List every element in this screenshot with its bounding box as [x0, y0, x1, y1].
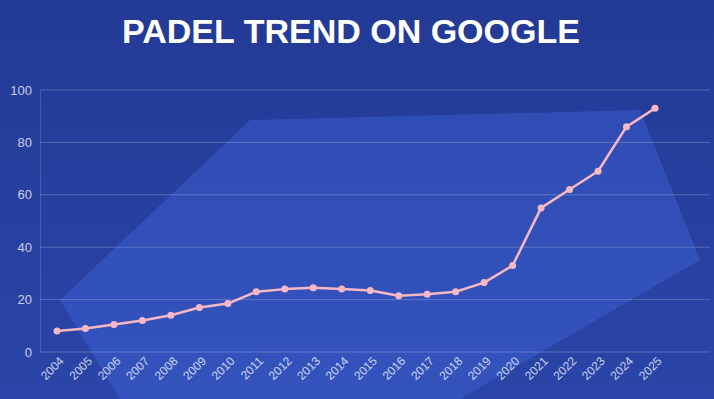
x-tick: 2009 — [180, 352, 209, 383]
marker — [54, 328, 61, 335]
marker — [196, 304, 203, 311]
x-tick-label: 2025 — [636, 354, 665, 383]
marker — [395, 292, 402, 299]
y-tick-label: 60 — [18, 187, 32, 202]
y-tick: 80 — [18, 135, 40, 150]
trend-line — [57, 108, 655, 331]
y-tick: 0 — [25, 345, 40, 360]
x-tick-label: 2021 — [522, 354, 551, 383]
x-tick-label: 2013 — [294, 354, 323, 383]
plot-area — [54, 105, 659, 335]
y-tick-label: 100 — [10, 83, 32, 98]
x-tick: 2008 — [152, 352, 181, 383]
x-tick: 2013 — [294, 352, 323, 383]
x-tick: 2017 — [408, 352, 437, 383]
marker — [538, 204, 545, 211]
x-tick-label: 2016 — [380, 354, 409, 383]
marker — [338, 286, 345, 293]
x-tick: 2015 — [351, 352, 380, 383]
x-tick: 2004 — [38, 352, 67, 383]
marker — [167, 312, 174, 319]
grid-line — [40, 352, 710, 353]
grid-line — [40, 194, 710, 195]
x-tick-label: 2019 — [465, 354, 494, 383]
x-axis: 2004200520062007200820092010201120122013… — [38, 352, 665, 383]
x-tick: 2005 — [66, 352, 95, 383]
y-axis: 0 20 40 60 80 100 — [10, 83, 40, 360]
marker — [424, 291, 431, 298]
marker — [367, 287, 374, 294]
x-tick-label: 2008 — [152, 354, 181, 383]
x-tick: 2018 — [437, 352, 466, 383]
x-tick: 2022 — [550, 352, 579, 383]
y-tick-label: 40 — [18, 240, 32, 255]
marker — [481, 279, 488, 286]
x-tick-label: 2012 — [266, 354, 295, 383]
x-tick: 2011 — [238, 352, 266, 382]
chart: 0 20 40 60 80 100 2004200520062007200820092010… — [0, 0, 714, 399]
y-axis-line — [40, 91, 41, 353]
grid — [40, 90, 710, 352]
x-tick: 2007 — [123, 352, 152, 383]
x-tick-label: 2005 — [66, 354, 95, 383]
x-tick-label: 2022 — [550, 354, 579, 383]
x-tick-label: 2017 — [408, 354, 437, 383]
marker — [509, 262, 516, 269]
x-tick-label: 2015 — [351, 354, 380, 383]
title: PADEL TREND ON GOOGLE — [122, 12, 580, 50]
marker — [566, 186, 573, 193]
court-shape — [60, 110, 700, 399]
y-tick-label: 20 — [18, 292, 32, 307]
marker — [281, 286, 288, 293]
marker — [652, 105, 659, 112]
y-tick-label: 0 — [25, 345, 32, 360]
marker — [253, 288, 260, 295]
x-tick-label: 2023 — [579, 354, 608, 383]
x-tick: 2025 — [636, 352, 665, 383]
y-tick: 100 — [10, 83, 40, 98]
x-tick-label: 2009 — [180, 354, 209, 383]
marker — [452, 288, 459, 295]
x-tick-label: 2020 — [494, 354, 523, 383]
x-tick: 2010 — [209, 352, 238, 383]
x-tick: 2024 — [607, 352, 636, 383]
y-tick-label: 80 — [18, 135, 32, 150]
x-axis-line — [58, 352, 656, 353]
grid-line — [40, 142, 710, 143]
x-tick: 2020 — [494, 352, 523, 383]
background — [0, 0, 714, 399]
x-tick: 2006 — [95, 352, 124, 383]
x-tick-label: 2024 — [607, 354, 636, 383]
x-tick: 2012 — [266, 352, 295, 383]
x-tick-label: 2010 — [209, 354, 238, 383]
marker — [110, 321, 117, 328]
marker — [623, 123, 630, 130]
marker — [139, 317, 146, 324]
x-tick-label: 2006 — [95, 354, 124, 383]
x-tick: 2023 — [579, 352, 608, 383]
x-tick: 2019 — [465, 352, 494, 383]
marker — [310, 284, 317, 291]
marker — [224, 300, 231, 307]
x-tick-label: 2007 — [123, 354, 152, 383]
x-tick-label: 2011 — [238, 354, 266, 382]
x-tick: 2014 — [323, 352, 352, 383]
y-tick: 20 — [18, 292, 40, 307]
x-tick: 2016 — [380, 352, 409, 383]
grid-line — [40, 247, 710, 248]
marker — [82, 325, 89, 332]
y-tick: 40 — [18, 240, 40, 255]
x-tick: 2021 — [522, 352, 551, 383]
x-tick-label: 2018 — [437, 354, 466, 383]
marker — [595, 168, 602, 175]
x-tick-label: 2004 — [38, 354, 67, 383]
x-tick-label: 2014 — [323, 354, 352, 383]
y-tick: 60 — [18, 187, 40, 202]
grid-line — [40, 299, 710, 300]
grid-line — [40, 90, 710, 91]
